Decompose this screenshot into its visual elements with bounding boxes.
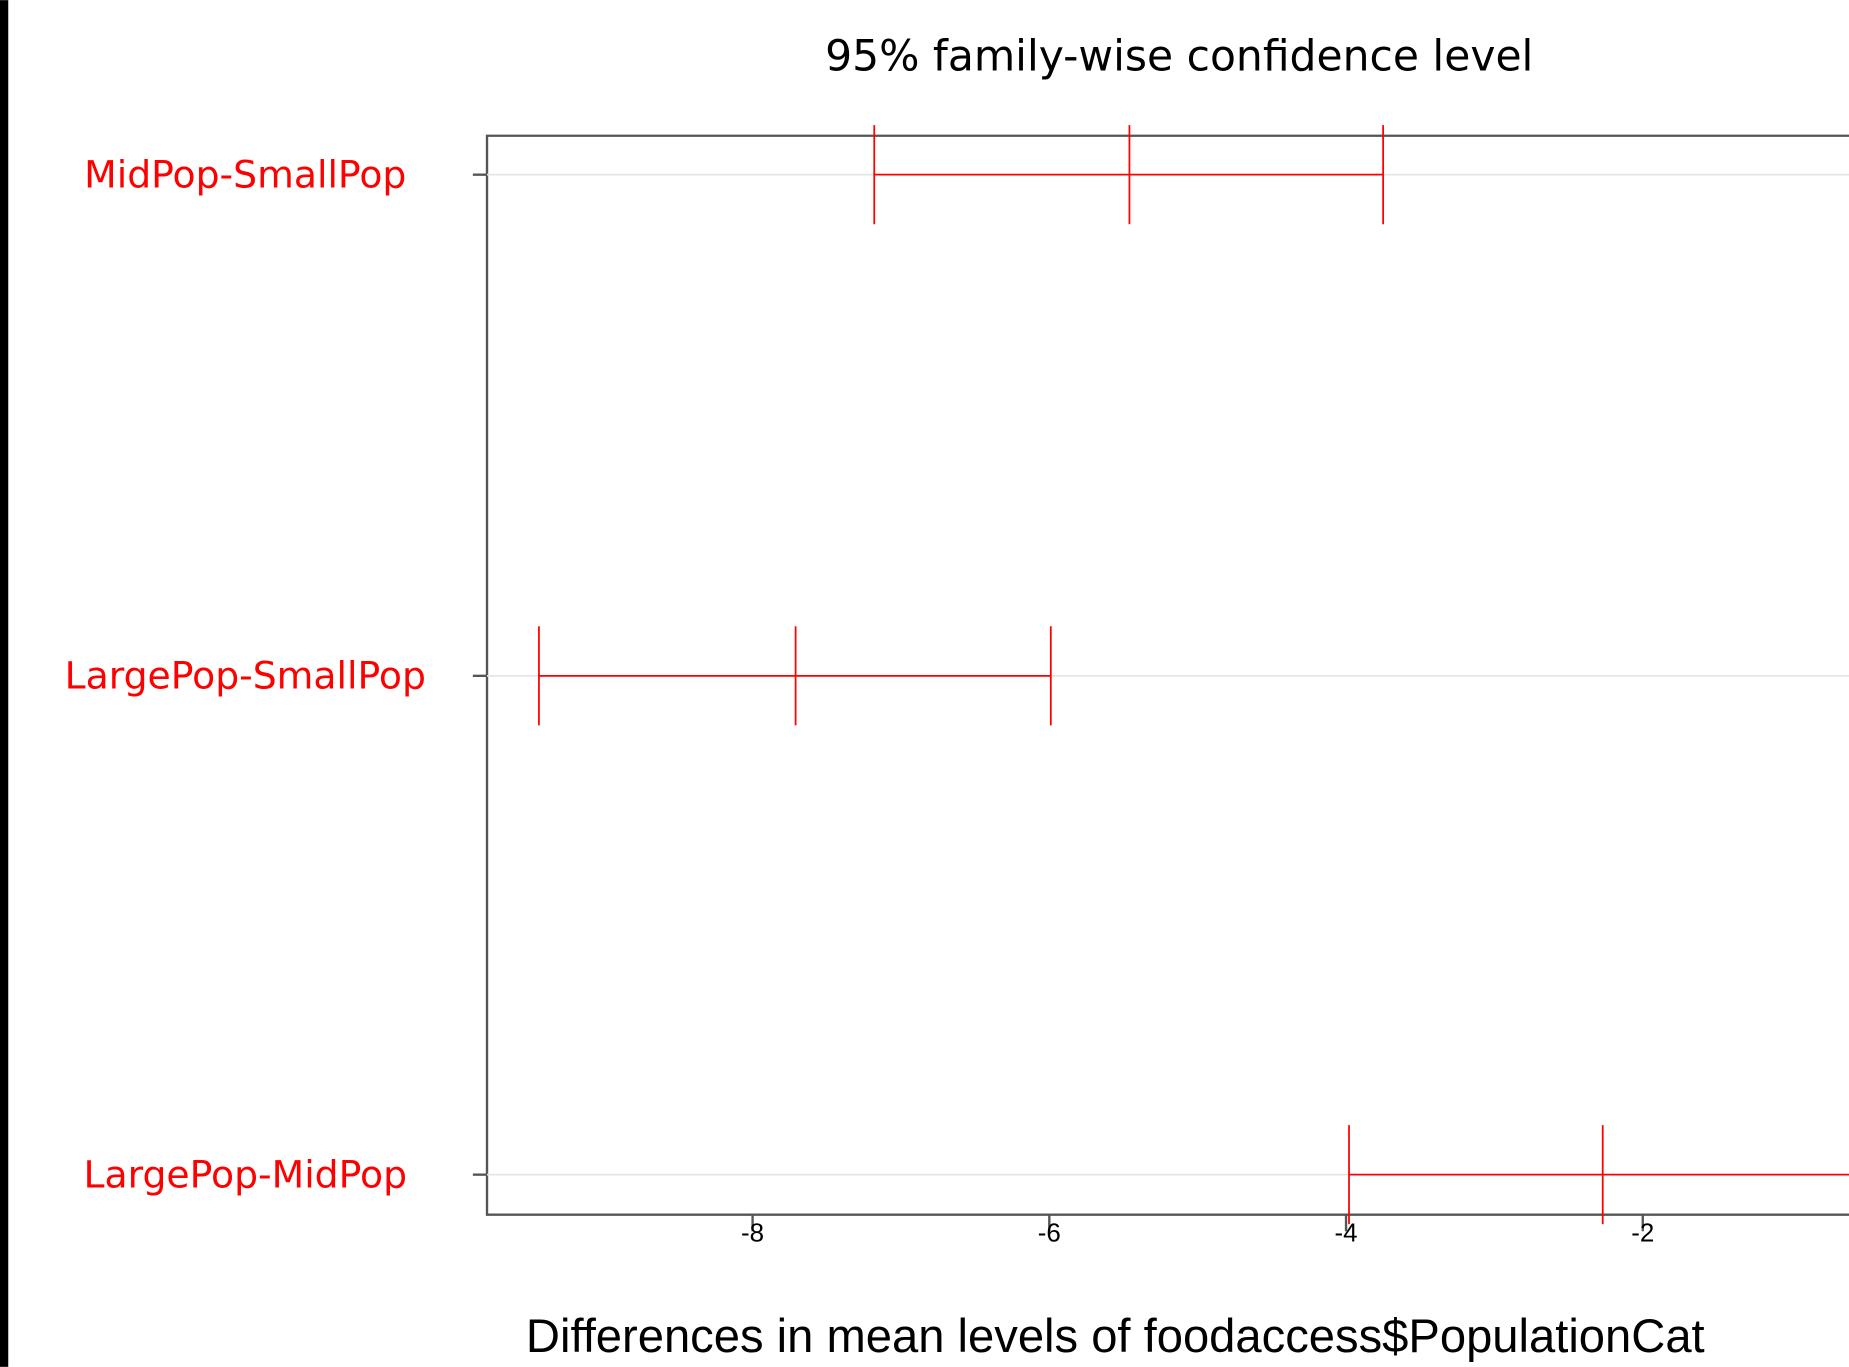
category-label: MidPop-SmallPop: [84, 153, 406, 197]
x-tick-label: -4: [1335, 1220, 1358, 1248]
x-tick-label: -6: [1038, 1220, 1061, 1248]
x-axis-title: Differences in mean levels of foodaccess…: [526, 1309, 1705, 1362]
x-tick-label: -8: [741, 1220, 764, 1248]
left-edge-bar: [0, 0, 9, 1367]
category-label: LargePop-SmallPop: [65, 654, 426, 698]
category-label: LargePop-MidPop: [84, 1152, 408, 1196]
x-tick-label: -2: [1631, 1220, 1654, 1248]
chart-title: 95% family-wise confidence level: [825, 33, 1533, 82]
